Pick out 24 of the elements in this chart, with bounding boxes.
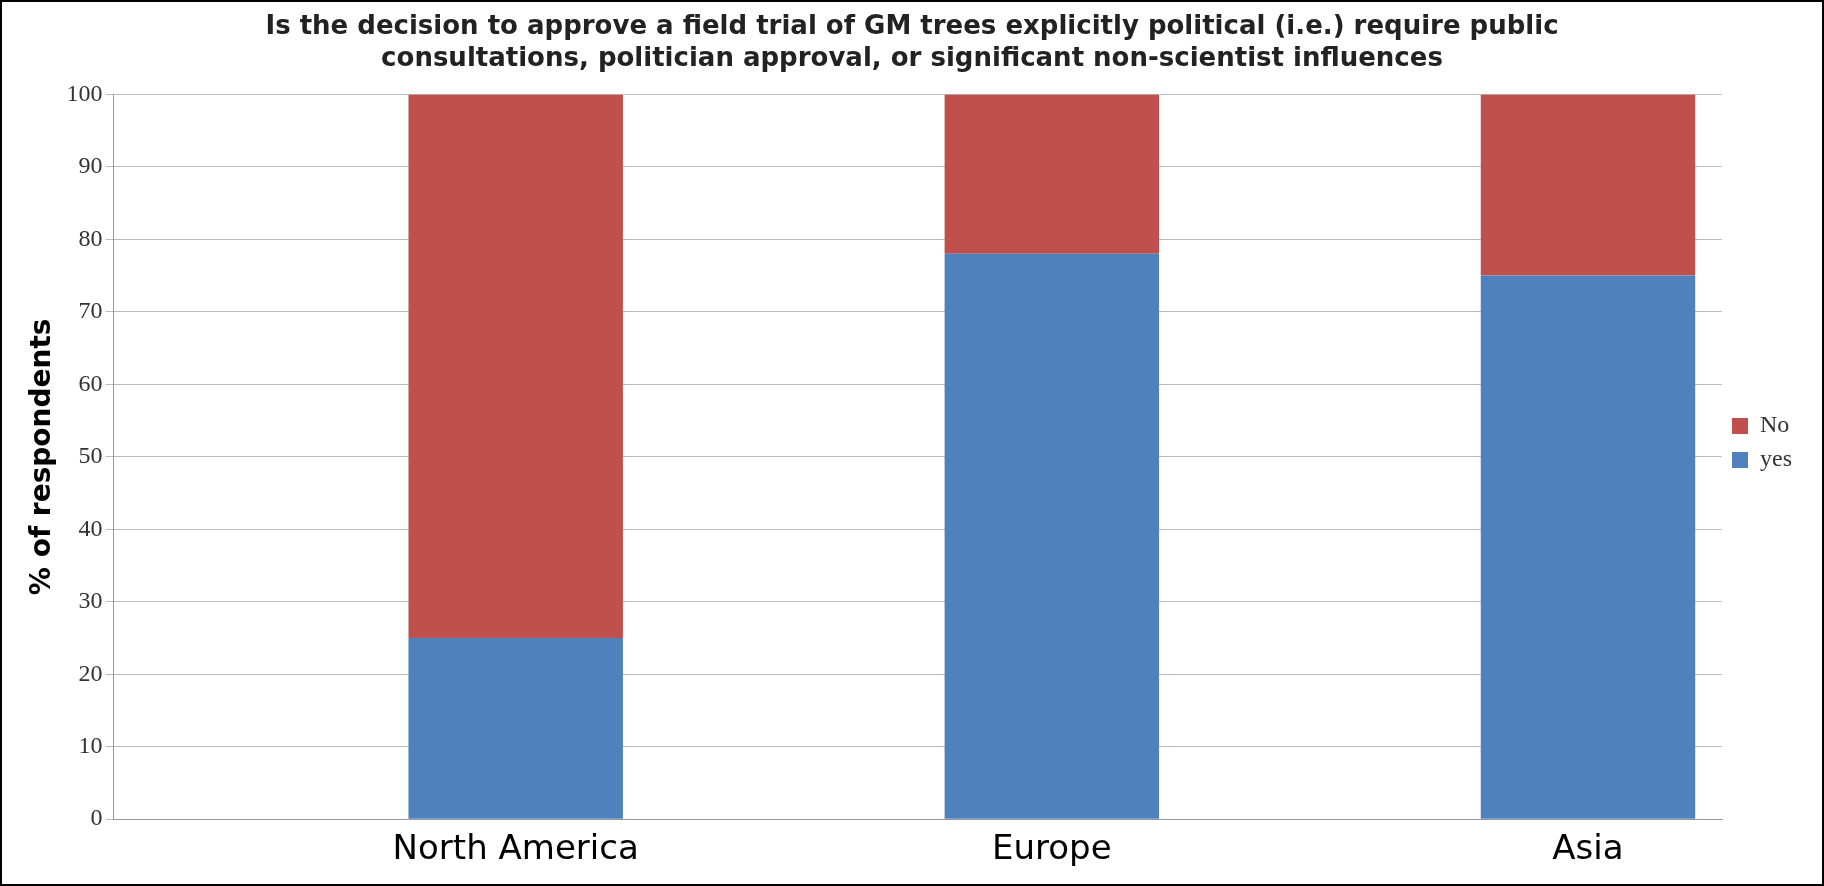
y-tick-label: 100 xyxy=(66,79,103,106)
y-tick-label: 30 xyxy=(78,587,103,614)
y-tick-label: 90 xyxy=(78,152,103,179)
y-tick-label: 80 xyxy=(78,224,103,251)
y-tick-label: 40 xyxy=(78,514,103,541)
bar xyxy=(408,638,623,819)
y-tick-label: 70 xyxy=(78,297,103,324)
bar xyxy=(408,94,623,638)
y-tick-label: 60 xyxy=(78,369,103,396)
legend-label: yes xyxy=(1760,445,1793,472)
y-tick-label: 0 xyxy=(90,804,103,831)
x-tick-label: Asia xyxy=(1552,827,1624,868)
bar xyxy=(1480,275,1696,819)
bar xyxy=(1480,94,1696,276)
bar xyxy=(944,253,1160,819)
bar xyxy=(944,94,1160,254)
x-tick-label: North America xyxy=(392,827,639,868)
y-axis-title: % of respondents xyxy=(24,318,58,596)
y-tick-label: 50 xyxy=(78,442,103,469)
x-tick-label: Europe xyxy=(992,827,1112,868)
chart-title: Is the decision to approve a field trial of GM trees explicitly political (i.e.) require public consultations, politician approval, or significant non-scientist influences xyxy=(265,10,1559,72)
y-tick-label: 20 xyxy=(78,659,103,686)
y-tick-label: 10 xyxy=(78,732,103,759)
legend-label: No xyxy=(1760,411,1790,438)
